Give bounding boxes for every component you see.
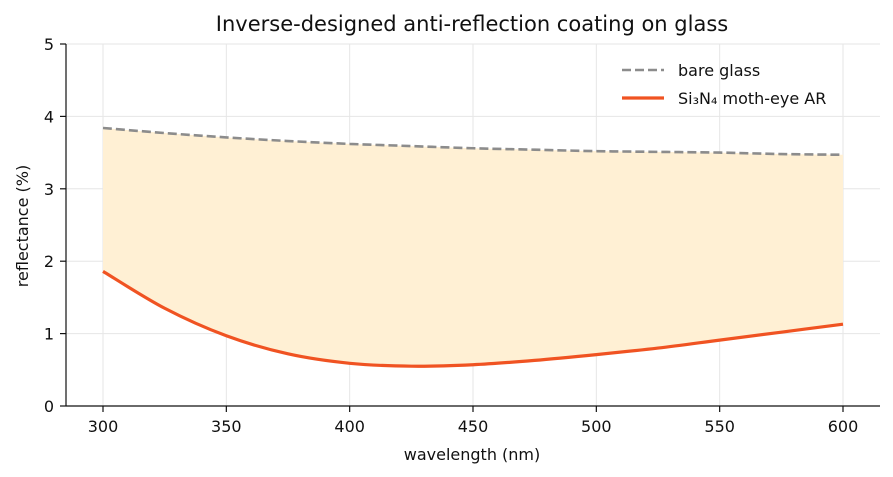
y-axis-title: reflectance (%) (13, 165, 32, 287)
ticks: 300 350 400 450 500 550 600 0 1 2 3 4 5 (44, 35, 858, 436)
x-tick-label: 350 (211, 417, 242, 436)
x-axis-title: wavelength (nm) (404, 445, 541, 464)
fill-between-area (103, 127, 843, 367)
x-tick-label: 600 (828, 417, 859, 436)
chart-title: Inverse-designed anti-reflection coating… (216, 12, 728, 36)
y-tick-label: 0 (44, 397, 54, 416)
x-tick-label: 500 (581, 417, 612, 436)
x-tick-label: 400 (334, 417, 365, 436)
legend-label-moth-eye-ar: Si₃N₄ moth-eye AR (678, 89, 826, 108)
y-tick-label: 5 (44, 35, 54, 54)
legend: bare glass Si₃N₄ moth-eye AR (622, 61, 826, 108)
x-tick-label: 300 (88, 417, 119, 436)
series-line-bare-glass (102, 126, 844, 157)
y-tick-label: 1 (44, 325, 54, 344)
legend-label-bare-glass: bare glass (678, 61, 760, 80)
series-layer (102, 126, 844, 368)
series-line-moth-eye-ar (102, 269, 844, 368)
x-tick-label: 450 (458, 417, 489, 436)
x-tick-label: 550 (704, 417, 735, 436)
y-tick-label: 4 (44, 107, 54, 126)
y-tick-label: 2 (44, 252, 54, 271)
y-tick-label: 3 (44, 180, 54, 199)
